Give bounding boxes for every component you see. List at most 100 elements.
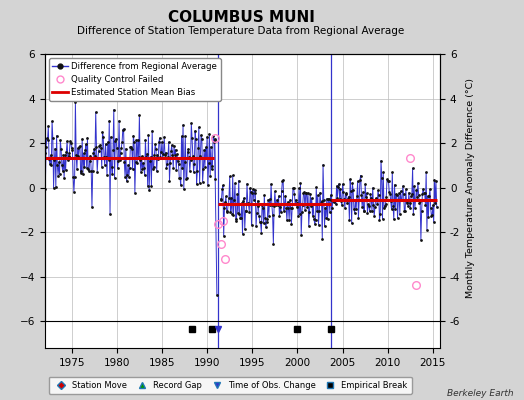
Point — [149, 166, 157, 172]
Point — [293, 200, 302, 206]
Point — [226, 208, 235, 215]
Point — [363, 190, 371, 196]
Point — [377, 157, 385, 164]
Point — [273, 196, 281, 203]
Point — [192, 181, 201, 188]
Point — [116, 150, 125, 156]
Point — [121, 174, 129, 180]
Point — [360, 208, 368, 214]
Point — [292, 203, 301, 210]
Point — [193, 168, 202, 174]
Point — [187, 157, 195, 163]
Text: Berkeley Earth: Berkeley Earth — [447, 389, 514, 398]
Point — [75, 144, 83, 150]
Point — [80, 150, 88, 157]
Point — [358, 204, 366, 210]
Point — [337, 198, 345, 204]
Point — [275, 193, 283, 199]
Point — [159, 151, 168, 157]
Point — [427, 213, 435, 219]
Point — [57, 146, 66, 152]
Point — [351, 210, 359, 216]
Point — [259, 220, 268, 226]
Point — [311, 217, 320, 223]
Point — [56, 137, 64, 144]
Point — [423, 226, 431, 233]
Point — [366, 191, 375, 198]
Point — [374, 187, 382, 194]
Point — [390, 181, 399, 188]
Point — [188, 135, 196, 142]
Point — [306, 190, 314, 197]
Point — [204, 160, 213, 166]
Point — [118, 126, 127, 133]
Point — [103, 172, 111, 178]
Point — [196, 153, 204, 159]
Point — [349, 187, 357, 194]
Point — [332, 183, 341, 189]
Point — [137, 153, 146, 160]
Point — [96, 142, 104, 148]
Point — [329, 198, 337, 204]
Point — [111, 174, 119, 181]
Point — [142, 154, 150, 161]
Point — [236, 215, 244, 222]
Point — [127, 144, 135, 150]
Point — [72, 152, 80, 159]
Point — [354, 214, 363, 221]
Point — [278, 178, 287, 184]
Point — [246, 185, 254, 191]
Point — [224, 200, 232, 207]
Point — [99, 129, 107, 135]
Point — [302, 190, 311, 196]
Point — [77, 168, 85, 174]
Point — [116, 157, 124, 163]
Point — [432, 204, 441, 210]
Point — [130, 139, 138, 146]
Point — [54, 173, 62, 179]
Point — [272, 201, 280, 208]
Point — [263, 216, 271, 222]
Point — [385, 189, 394, 195]
Point — [165, 177, 173, 184]
Point — [133, 160, 141, 166]
Point — [154, 156, 162, 162]
Point — [94, 154, 102, 161]
Point — [101, 141, 110, 147]
Point — [148, 128, 156, 134]
Point — [97, 145, 105, 152]
Point — [216, 196, 225, 202]
Point — [77, 170, 85, 176]
Point — [376, 211, 385, 218]
Point — [120, 159, 128, 165]
Text: COLUMBUS MUNI: COLUMBUS MUNI — [168, 10, 314, 25]
Point — [265, 212, 273, 219]
Point — [235, 177, 243, 184]
Point — [263, 219, 271, 225]
Point — [53, 162, 61, 169]
Point — [225, 173, 234, 180]
Point — [245, 208, 254, 215]
Point — [413, 194, 421, 200]
Point — [144, 183, 152, 189]
Point — [351, 197, 359, 203]
Point — [52, 132, 61, 139]
Point — [269, 240, 278, 247]
Point — [206, 144, 215, 150]
Point — [345, 217, 354, 223]
Point — [101, 162, 109, 168]
Point — [99, 134, 107, 140]
Point — [114, 158, 123, 164]
Point — [89, 168, 97, 174]
Point — [425, 186, 434, 192]
Point — [406, 205, 414, 212]
Point — [430, 219, 438, 225]
Point — [239, 198, 247, 204]
Point — [297, 232, 305, 238]
Point — [254, 203, 263, 210]
Point — [301, 207, 309, 214]
Point — [104, 156, 113, 163]
Point — [100, 154, 108, 160]
Point — [323, 195, 331, 202]
Point — [254, 198, 262, 204]
